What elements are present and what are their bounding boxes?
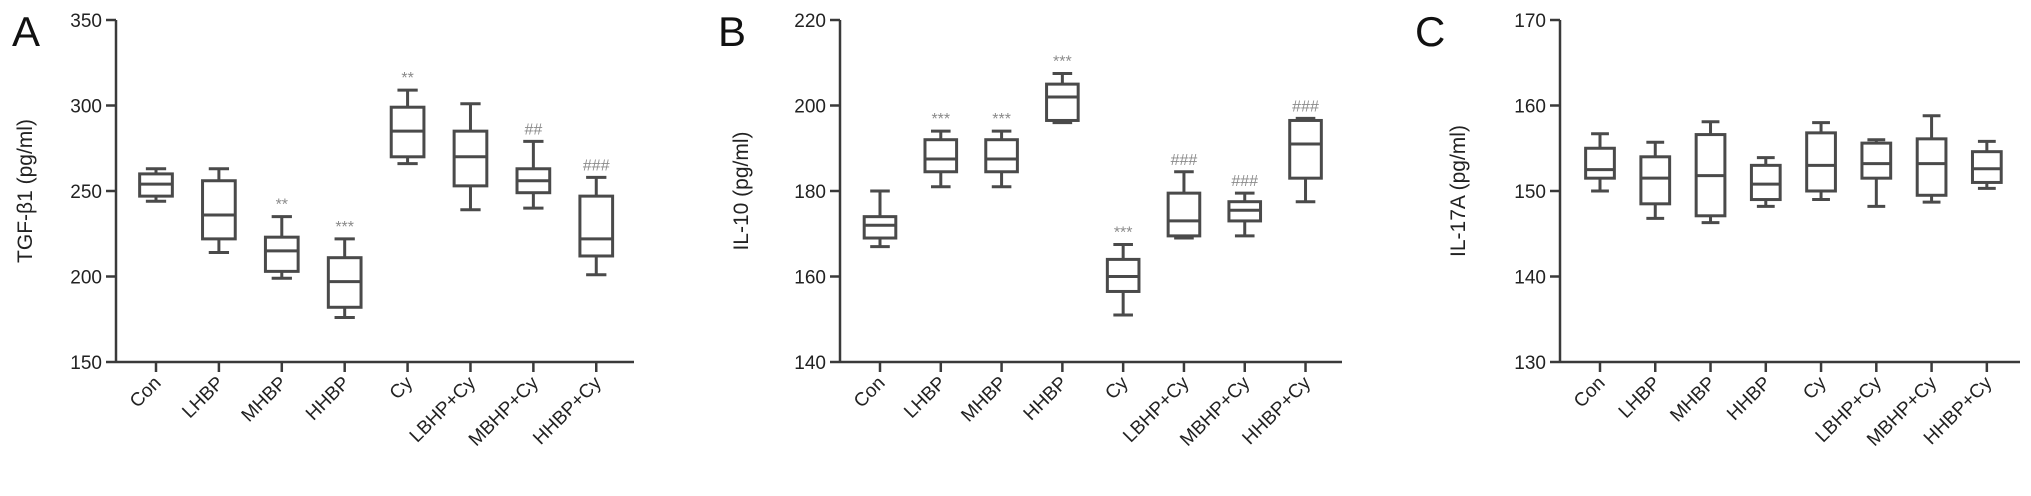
x-tick-label: Cy	[386, 372, 418, 404]
box-lhbp	[201, 167, 237, 255]
box-lbhp-cy: ###	[1166, 152, 1202, 240]
iqr-box	[1915, 137, 1948, 197]
chart-panel-a: A 150 200 250 300 350 TGF-β1 (pg/ml) Con LHBP MHB…	[12, 8, 634, 451]
box-hhbp: ***	[1045, 53, 1080, 125]
iqr-box	[1045, 82, 1080, 122]
y-axis-label: IL-10 (pg/ml)	[730, 131, 753, 250]
significance-label: ###	[1171, 152, 1198, 169]
x-tick-label: Con	[850, 373, 889, 412]
x-tick-label: MBHP+Cy	[465, 372, 543, 450]
y-tick-label: 150	[70, 353, 102, 374]
y-tick-label: 180	[794, 182, 826, 203]
x-tick-label: Con	[1570, 373, 1609, 412]
y-tick-label: 250	[70, 182, 102, 203]
x-tick-label: MHBP	[1666, 373, 1720, 427]
box-mhbp: ***	[984, 111, 1019, 189]
box-con	[1584, 132, 1616, 193]
x-tick-label: Cy	[1799, 372, 1831, 404]
box-cy	[1805, 121, 1837, 202]
y-tick-label: 300	[70, 97, 102, 118]
chart-panel-b: B 140 160 180 200 220 IL-10 (pg/ml) Con LHBP *** M…	[718, 8, 1342, 451]
box-lbhp-cy	[452, 102, 489, 212]
y-tick-label: 140	[1514, 268, 1546, 289]
x-tick-label: LHBP	[900, 373, 950, 423]
box-cy: ***	[1105, 224, 1141, 317]
iqr-box	[862, 215, 898, 240]
y-tick-label: 140	[794, 353, 826, 374]
box-con	[138, 167, 174, 203]
y-tick-label: 220	[794, 11, 826, 32]
box-hhbp-cy	[1970, 139, 2003, 190]
y-tick-label: 350	[70, 11, 102, 32]
significance-label: ###	[1292, 98, 1319, 115]
iqr-box	[263, 235, 300, 273]
significance-label: ***	[1114, 224, 1133, 241]
iqr-box	[1584, 146, 1616, 180]
x-tick-label: LHBP	[1615, 373, 1665, 423]
x-tick-label: LHBP	[178, 373, 228, 423]
y-tick-label: 170	[1514, 11, 1546, 32]
x-tick-label: MHBP	[957, 373, 1011, 427]
box-hhbp	[1749, 156, 1782, 208]
significance-label: **	[401, 70, 413, 87]
significance-label: ***	[992, 111, 1011, 128]
box-mbhp-cy	[1915, 114, 1948, 204]
x-tick-label: Con	[126, 373, 165, 412]
box-lhbp: ***	[923, 111, 959, 189]
x-tick-label: HHBP	[302, 373, 354, 425]
iqr-box	[1805, 131, 1837, 193]
iqr-box	[923, 138, 959, 174]
box-con	[862, 189, 898, 249]
box-mhbp	[1694, 120, 1727, 225]
significance-label: ***	[1053, 53, 1072, 70]
box-mhbp: **	[263, 197, 300, 280]
box-lbhp-cy	[1860, 138, 1893, 208]
box-mbhp-cy: ##	[515, 121, 552, 210]
significance-label: ***	[335, 219, 354, 236]
significance-label: **	[276, 197, 288, 214]
box-mbhp-cy: ###	[1227, 173, 1263, 238]
y-tick-label: 150	[1514, 182, 1546, 203]
significance-label: ***	[931, 111, 950, 128]
x-tick-label: MHBP	[238, 373, 292, 427]
x-tick-label: HHBP	[1723, 373, 1775, 425]
significance-label: ###	[1231, 173, 1258, 190]
y-tick-label: 160	[1514, 97, 1546, 118]
y-tick-label: 200	[794, 97, 826, 118]
y-axis-label: TGF-β1 (pg/ml)	[14, 119, 37, 263]
iqr-box	[201, 179, 237, 241]
y-tick-label: 130	[1514, 353, 1546, 374]
panel-letter: C	[1415, 8, 1445, 55]
iqr-box	[578, 194, 615, 258]
chart-panel-c: C 130 140 150 160 170 IL-17A (pg/ml) Con LHBP MHB…	[1415, 8, 2020, 451]
box-hhbp-cy: ###	[1288, 98, 1323, 204]
significance-label: ###	[583, 157, 610, 174]
x-tick-label: Cy	[1101, 372, 1133, 404]
panel-letter: A	[12, 8, 40, 55]
iqr-box	[1288, 118, 1323, 180]
box-hhbp: ***	[326, 219, 363, 320]
box-lhbp	[1639, 140, 1672, 220]
y-axis-label: IL-17A (pg/ml)	[1447, 125, 1470, 257]
iqr-box	[452, 129, 489, 188]
iqr-box	[984, 138, 1019, 174]
box-hhbp-cy: ###	[578, 157, 615, 277]
box-cy: **	[389, 70, 426, 166]
x-tick-label: HHBP+Cy	[529, 372, 606, 449]
iqr-box	[1970, 150, 2003, 184]
x-tick-label: HHBP	[1020, 373, 1072, 425]
iqr-box	[1639, 155, 1672, 206]
iqr-box	[1749, 163, 1782, 202]
iqr-box	[1860, 141, 1893, 180]
iqr-box	[1166, 191, 1202, 238]
y-tick-label: 160	[794, 268, 826, 289]
y-tick-label: 200	[70, 268, 102, 289]
panel-letter: B	[718, 8, 746, 55]
significance-label: ##	[524, 121, 542, 138]
